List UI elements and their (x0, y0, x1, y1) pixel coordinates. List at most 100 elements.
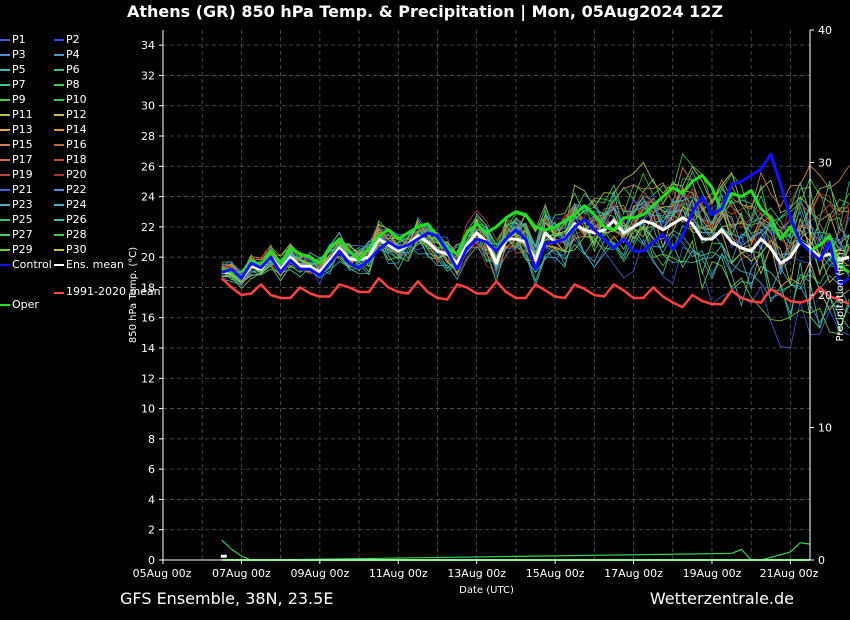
y-tick-label: 18 (141, 281, 155, 294)
legend-label: P14 (66, 123, 87, 136)
series-line-control (221, 152, 850, 286)
legend-label: P16 (66, 138, 87, 151)
ensemble-member-line-p7 (221, 227, 850, 329)
y-tick-label: 32 (141, 69, 155, 82)
legend-label: P25 (12, 213, 33, 226)
legend-swatch (0, 69, 10, 71)
legend-entry-p20: P20 (54, 168, 87, 182)
y2-tick-label: 10 (818, 422, 832, 435)
legend-entry-p5: P5 (0, 63, 26, 77)
legend-entry-p1: P1 (0, 33, 26, 47)
legend-entry-p15: P15 (0, 138, 33, 152)
legend-swatch (54, 99, 64, 101)
legend-entry-p19: P19 (0, 168, 33, 182)
series-line-oper (221, 173, 850, 280)
y2-tick-label: 30 (818, 157, 832, 170)
legend-swatch (54, 84, 64, 86)
legend-entry-p6: P6 (54, 63, 80, 77)
legend-swatch (54, 234, 64, 236)
legend-label: P11 (12, 108, 33, 121)
y-tick-label: 30 (141, 100, 155, 113)
legend-label: P20 (66, 168, 87, 181)
legend-swatch (0, 264, 10, 266)
legend-entry-ens-mean: Ens. mean (54, 258, 124, 272)
chart-title: Athens (GR) 850 hPa Temp. & Precipitatio… (126, 2, 724, 21)
y2-tick-label: 20 (818, 289, 832, 302)
legend-swatch (54, 114, 64, 116)
y-tick-label: 28 (141, 130, 155, 143)
y-tick-label: 6 (148, 463, 155, 476)
legend-swatch (0, 54, 10, 56)
model-info: GFS Ensemble, 38N, 23.5E (120, 589, 334, 608)
x-tick-label: 11Aug 00z (369, 567, 428, 580)
y-tick-label: 24 (141, 191, 155, 204)
legend-label: P8 (66, 78, 80, 91)
legend-label: P5 (12, 63, 26, 76)
legend-label: Ens. mean (66, 258, 124, 271)
legend-label: Control (12, 258, 52, 271)
legend-entry-p28: P28 (54, 228, 87, 242)
legend-swatch (54, 204, 64, 206)
legend-swatch (0, 304, 10, 306)
legend-entry-p30: P30 (54, 243, 87, 257)
legend-label: P9 (12, 93, 26, 106)
series-line-1991-2020-mean (220, 277, 850, 309)
legend-entry-p25: P25 (0, 213, 33, 227)
y-tick-label: 4 (148, 493, 155, 506)
legend-entry-p13: P13 (0, 123, 33, 137)
x-axis-label: Date (UTC) (459, 585, 514, 596)
legend-swatch (54, 292, 64, 294)
y-tick-label: 8 (148, 433, 155, 446)
ensemble-member-line-p28 (221, 215, 850, 292)
legend-entry-p22: P22 (54, 183, 87, 197)
x-tick-label: 13Aug 00z (447, 567, 506, 580)
y-tick-label: 16 (141, 312, 155, 325)
legend-swatch (0, 114, 10, 116)
legend-swatch (54, 144, 64, 146)
legend-entry-p14: P14 (54, 123, 87, 137)
x-tick-label: 09Aug 00z (290, 567, 349, 580)
legend-entry-p18: P18 (54, 153, 87, 167)
ensemble-member-line-p29 (221, 227, 850, 335)
legend-swatch (54, 264, 64, 266)
site-credit[interactable]: Wetterzentrale.de (649, 589, 794, 608)
legend-entry-p23: P23 (0, 198, 33, 212)
legend-label: P19 (12, 168, 33, 181)
y-tick-label: 26 (141, 160, 155, 173)
legend-entry-1991-2020-mean: 1991-2020 mean (54, 286, 161, 300)
legend-swatch (0, 159, 10, 161)
x-tick-label: 19Aug 00z (683, 567, 742, 580)
legend-swatch (54, 249, 64, 251)
legend-label: P24 (66, 198, 87, 211)
y2-tick-label: 40 (818, 24, 832, 37)
legend-label: P18 (66, 153, 87, 166)
legend-label: P1 (12, 33, 26, 46)
legend-entry-p4: P4 (54, 48, 80, 62)
legend-label: P2 (66, 33, 80, 46)
y-tick-label: 2 (148, 524, 155, 537)
legend-label: Oper (12, 298, 39, 311)
legend-swatch (54, 54, 64, 56)
legend-label: P26 (66, 213, 87, 226)
legend-label: P27 (12, 228, 33, 241)
legend-entry-p12: P12 (54, 108, 87, 122)
precip-line (221, 539, 811, 561)
x-tick-label: 17Aug 00z (604, 567, 663, 580)
legend-swatch (54, 219, 64, 221)
legend-label: P17 (12, 153, 33, 166)
y2-tick-label: 0 (818, 554, 825, 567)
legend-swatch (0, 99, 10, 101)
legend-entry-p8: P8 (54, 78, 80, 92)
legend-swatch (0, 234, 10, 236)
legend-label: P10 (66, 93, 87, 106)
legend-swatch (54, 129, 64, 131)
legend-label: P7 (12, 78, 26, 91)
ensemble-member-line-p4 (221, 221, 850, 324)
y-axis-label: 850 hPa Temp. (°C) (128, 247, 139, 343)
legend-swatch (54, 174, 64, 176)
x-tick-label: 05Aug 00z (133, 567, 192, 580)
legend-label: P12 (66, 108, 87, 121)
legend-label: P15 (12, 138, 33, 151)
legend-swatch (0, 39, 10, 41)
legend-entry-p21: P21 (0, 183, 33, 197)
